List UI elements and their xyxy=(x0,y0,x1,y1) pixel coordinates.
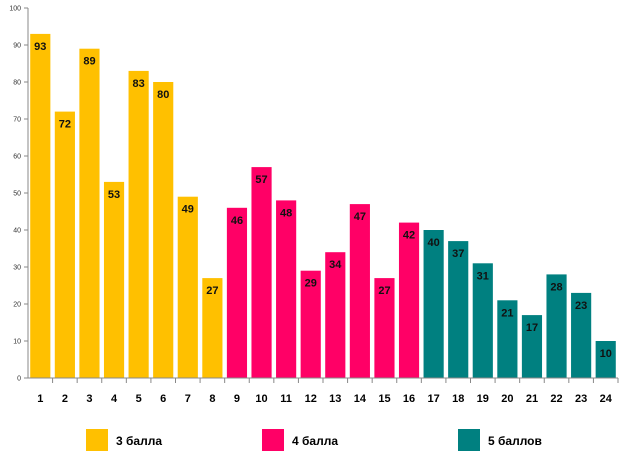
x-tick-label: 18 xyxy=(452,393,464,405)
bar xyxy=(448,241,469,378)
data-label: 53 xyxy=(108,189,120,201)
data-label: 93 xyxy=(34,41,46,53)
bar xyxy=(79,48,100,378)
legend: 3 балла 4 балла 5 баллов xyxy=(86,429,542,451)
bar xyxy=(571,292,592,378)
bars xyxy=(30,33,616,379)
bar xyxy=(374,278,395,378)
x-tick-label: 19 xyxy=(477,393,489,405)
y-tick-label: 60 xyxy=(13,154,21,161)
bar xyxy=(54,111,75,378)
y-tick-label: 70 xyxy=(13,117,21,124)
legend-label: 3 балла xyxy=(116,434,162,448)
x-tick-label: 2 xyxy=(62,393,68,405)
y-tick-label: 30 xyxy=(13,265,21,272)
data-label: 83 xyxy=(133,78,145,90)
x-tick-label: 7 xyxy=(185,393,191,405)
x-tick-label: 4 xyxy=(111,393,118,405)
bar xyxy=(128,70,149,379)
bar xyxy=(398,222,420,378)
x-tick-label: 15 xyxy=(378,393,390,405)
bar xyxy=(300,270,321,378)
bar xyxy=(177,196,198,378)
bar xyxy=(546,274,567,378)
bar xyxy=(103,181,125,378)
y-tick-label: 50 xyxy=(13,191,21,198)
bar xyxy=(325,252,346,378)
y-tick-label: 100 xyxy=(9,6,21,13)
bar xyxy=(276,200,297,378)
y-tick-label: 90 xyxy=(13,43,21,50)
x-tick-label: 11 xyxy=(280,393,292,405)
legend-swatch xyxy=(86,429,108,451)
data-label: 42 xyxy=(403,230,415,242)
legend-swatch xyxy=(262,429,284,451)
bar xyxy=(349,204,370,378)
legend-label: 4 балла xyxy=(292,434,338,448)
x-tick-label: 20 xyxy=(501,393,513,405)
x-tick-label: 17 xyxy=(428,393,440,405)
bar xyxy=(521,315,543,378)
x-axis: 1 2 3 4 5 6 7 8 9 10 11 12 13 14 15 16 17 18 19 20 21 22 23 24 xyxy=(28,377,619,405)
y-tick-label: 0 xyxy=(17,376,21,383)
x-tick-label: 14 xyxy=(354,393,367,405)
x-tick-label: 1 xyxy=(37,393,43,405)
bar xyxy=(472,263,493,378)
bar xyxy=(226,207,248,378)
x-tick-label: 12 xyxy=(305,393,317,405)
bar xyxy=(423,230,444,378)
x-tick-label: 23 xyxy=(575,393,587,405)
x-tick-label: 6 xyxy=(160,393,166,405)
bar xyxy=(497,300,518,378)
y-tick-label: 10 xyxy=(13,339,21,346)
x-tick-label: 21 xyxy=(526,393,538,405)
legend-label: 5 баллов xyxy=(488,434,542,448)
x-tick-label: 16 xyxy=(403,393,415,405)
bar xyxy=(153,82,174,378)
data-label: 10 xyxy=(600,348,612,360)
x-tick-label: 24 xyxy=(600,393,613,405)
y-tick-label: 80 xyxy=(13,80,21,87)
y-tick-label: 40 xyxy=(13,228,21,235)
data-label: 27 xyxy=(378,285,390,297)
data-label: 28 xyxy=(550,281,562,293)
data-label: 37 xyxy=(452,248,464,260)
bar xyxy=(595,341,616,378)
data-label: 17 xyxy=(526,322,538,334)
data-label: 29 xyxy=(305,278,317,290)
data-label: 23 xyxy=(575,300,587,312)
y-tick-label: 20 xyxy=(13,302,21,309)
bar xyxy=(202,278,223,378)
data-label: 40 xyxy=(428,237,440,249)
x-tick-label: 3 xyxy=(86,393,92,405)
data-label: 31 xyxy=(477,270,489,282)
x-tick-label: 13 xyxy=(329,393,341,405)
x-tick-label: 8 xyxy=(209,393,215,405)
data-label: 46 xyxy=(231,215,243,227)
data-label: 48 xyxy=(280,207,292,219)
data-label: 49 xyxy=(182,204,194,216)
bar xyxy=(30,33,51,379)
legend-swatch xyxy=(458,429,480,451)
data-label: 80 xyxy=(157,89,169,101)
data-label: 21 xyxy=(501,307,513,319)
x-tick-label: 22 xyxy=(550,393,562,405)
data-labels: 93 72 89 53 83 80 49 27 46 57 48 29 34 47 27 42 40 37 31 21… xyxy=(34,41,612,360)
x-tick-label: 10 xyxy=(255,393,267,405)
bar xyxy=(251,167,272,378)
data-label: 72 xyxy=(59,119,71,131)
data-label: 34 xyxy=(329,259,342,271)
y-axis: 0 10 20 30 40 50 60 70 80 90 100 xyxy=(9,6,29,383)
data-label: 47 xyxy=(354,211,366,223)
x-tick-label: 5 xyxy=(136,393,142,405)
data-label: 27 xyxy=(206,285,218,297)
x-tick-label: 9 xyxy=(234,393,240,405)
data-label: 57 xyxy=(255,174,267,186)
data-label: 89 xyxy=(83,56,95,68)
